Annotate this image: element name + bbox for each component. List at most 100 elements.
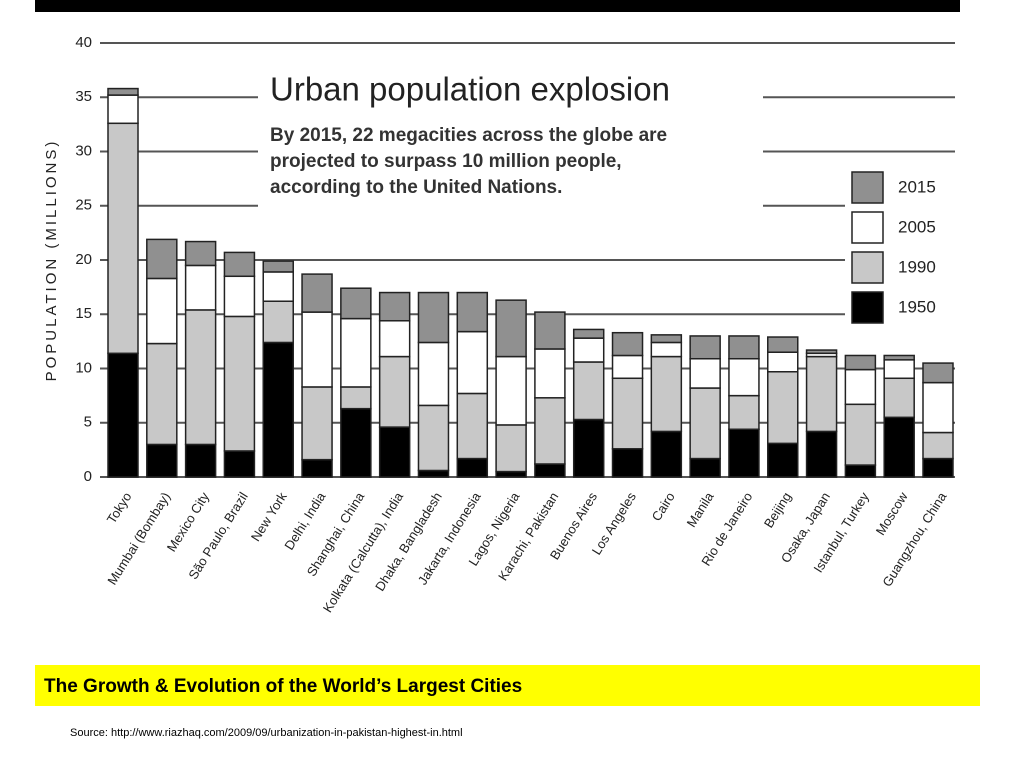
- legend-label: 1950: [898, 297, 936, 316]
- bar-segment: [805, 349, 838, 355]
- y-tick-label: 40: [75, 34, 92, 51]
- bar-segment: [456, 291, 489, 333]
- bar-segment: [378, 426, 411, 478]
- bar-segment: [534, 463, 566, 478]
- bar-segment: [340, 386, 372, 410]
- bar-segment: [650, 355, 683, 433]
- chart-title: Urban population explosion: [270, 71, 670, 108]
- y-tick-label: 30: [75, 142, 92, 159]
- bar-segment: [689, 357, 721, 389]
- bar-segment: [572, 418, 605, 478]
- legend-swatch: [851, 211, 884, 244]
- bar-segment: [223, 275, 256, 318]
- x-tick-label: Manila: [684, 489, 717, 530]
- x-tick-label: Moscow: [873, 489, 911, 538]
- bar-segment: [534, 397, 566, 465]
- bar-segment: [495, 424, 527, 473]
- legend-swatch: [851, 251, 884, 284]
- bar-segment: [146, 238, 178, 280]
- legend-swatch: [851, 171, 884, 204]
- y-tick-label: 10: [75, 359, 92, 376]
- x-tick-label: New York: [248, 489, 290, 544]
- bar-segment: [417, 469, 450, 478]
- x-tick-label: Cairo: [649, 489, 678, 523]
- bar-segment: [883, 359, 915, 380]
- bar-segment: [495, 470, 527, 478]
- bar-segment: [301, 311, 333, 388]
- bar-segment: [611, 354, 644, 380]
- top-band: [35, 0, 960, 12]
- bar-segment: [456, 457, 489, 478]
- bar-segment: [417, 291, 450, 344]
- bar-segment: [378, 291, 411, 322]
- bar-segment: [107, 122, 139, 355]
- y-tick-label: 35: [75, 88, 92, 105]
- legend-label: 2015: [898, 177, 936, 196]
- x-tick-label: Tokyo: [104, 489, 135, 526]
- bar-segment: [728, 428, 760, 478]
- bar-segment: [301, 458, 333, 478]
- chart: 0 5 10 15 20 25 30 35 40 POPULATION (MILLIONS) Urb…: [43, 34, 975, 615]
- bar-segment: [301, 273, 333, 313]
- chart-subtitle: By 2015, 22 megacities across the globe …: [270, 125, 667, 146]
- bar-segment: [922, 431, 954, 460]
- bar-segment: [611, 377, 644, 450]
- bar-segment: [378, 320, 411, 358]
- bar-segment: [495, 355, 527, 426]
- caption-band: [35, 665, 980, 706]
- source: Source: http://www.riazhaq.com/2009/09/u…: [70, 727, 463, 739]
- bar-segment: [767, 371, 799, 445]
- bar-segment: [572, 361, 605, 421]
- bar-segment: [534, 311, 566, 350]
- bar-segment: [378, 355, 411, 428]
- bar-segment: [844, 464, 877, 478]
- bar-segment: [767, 442, 799, 478]
- bar-segment: [572, 337, 605, 363]
- bar-segment: [922, 457, 954, 478]
- bar-segment: [728, 394, 760, 431]
- y-axis-label: POPULATION (MILLIONS): [43, 139, 60, 382]
- bar-segment: [301, 386, 333, 461]
- bar-segment: [456, 392, 489, 460]
- bar-segment: [650, 430, 683, 478]
- bar-segment: [844, 368, 877, 406]
- bar-segment: [223, 251, 256, 278]
- bar-segment: [883, 354, 915, 361]
- bar-segment: [534, 348, 566, 399]
- bar-segment: [922, 362, 954, 384]
- bar-segment: [184, 443, 217, 478]
- bar-segment: [572, 328, 605, 339]
- bar-segment: [262, 271, 294, 302]
- bar-segment: [689, 335, 721, 360]
- bar-segment: [922, 381, 954, 434]
- bar-segment: [223, 450, 256, 478]
- bar-segment: [417, 341, 450, 407]
- chart-subtitle: according to the United Nations.: [270, 177, 562, 198]
- bar-segment: [262, 260, 294, 273]
- bar-segment: [844, 403, 877, 466]
- bar-segment: [728, 335, 760, 360]
- bar-segment: [805, 430, 838, 478]
- bar-segment: [767, 336, 799, 353]
- bar-segment: [767, 351, 799, 373]
- bar-segment: [107, 87, 139, 96]
- bar-segment: [340, 407, 372, 478]
- bar-segment: [650, 341, 683, 358]
- legend-label: 1990: [898, 257, 936, 276]
- bar-segment: [650, 334, 683, 344]
- bar-segment: [146, 443, 178, 478]
- bar-segment: [883, 377, 915, 419]
- bar-segment: [456, 330, 489, 395]
- bar-segment: [689, 387, 721, 460]
- bar-segment: [495, 299, 527, 358]
- bar-segment: [883, 416, 915, 478]
- bar-segment: [184, 264, 217, 311]
- bar-segment: [107, 94, 139, 125]
- bar-segment: [184, 240, 217, 267]
- bar-segment: [262, 300, 294, 344]
- bar-segment: [146, 277, 178, 345]
- bar-segment: [340, 287, 372, 320]
- bar-segment: [805, 355, 838, 433]
- y-tick-label: 0: [84, 468, 92, 485]
